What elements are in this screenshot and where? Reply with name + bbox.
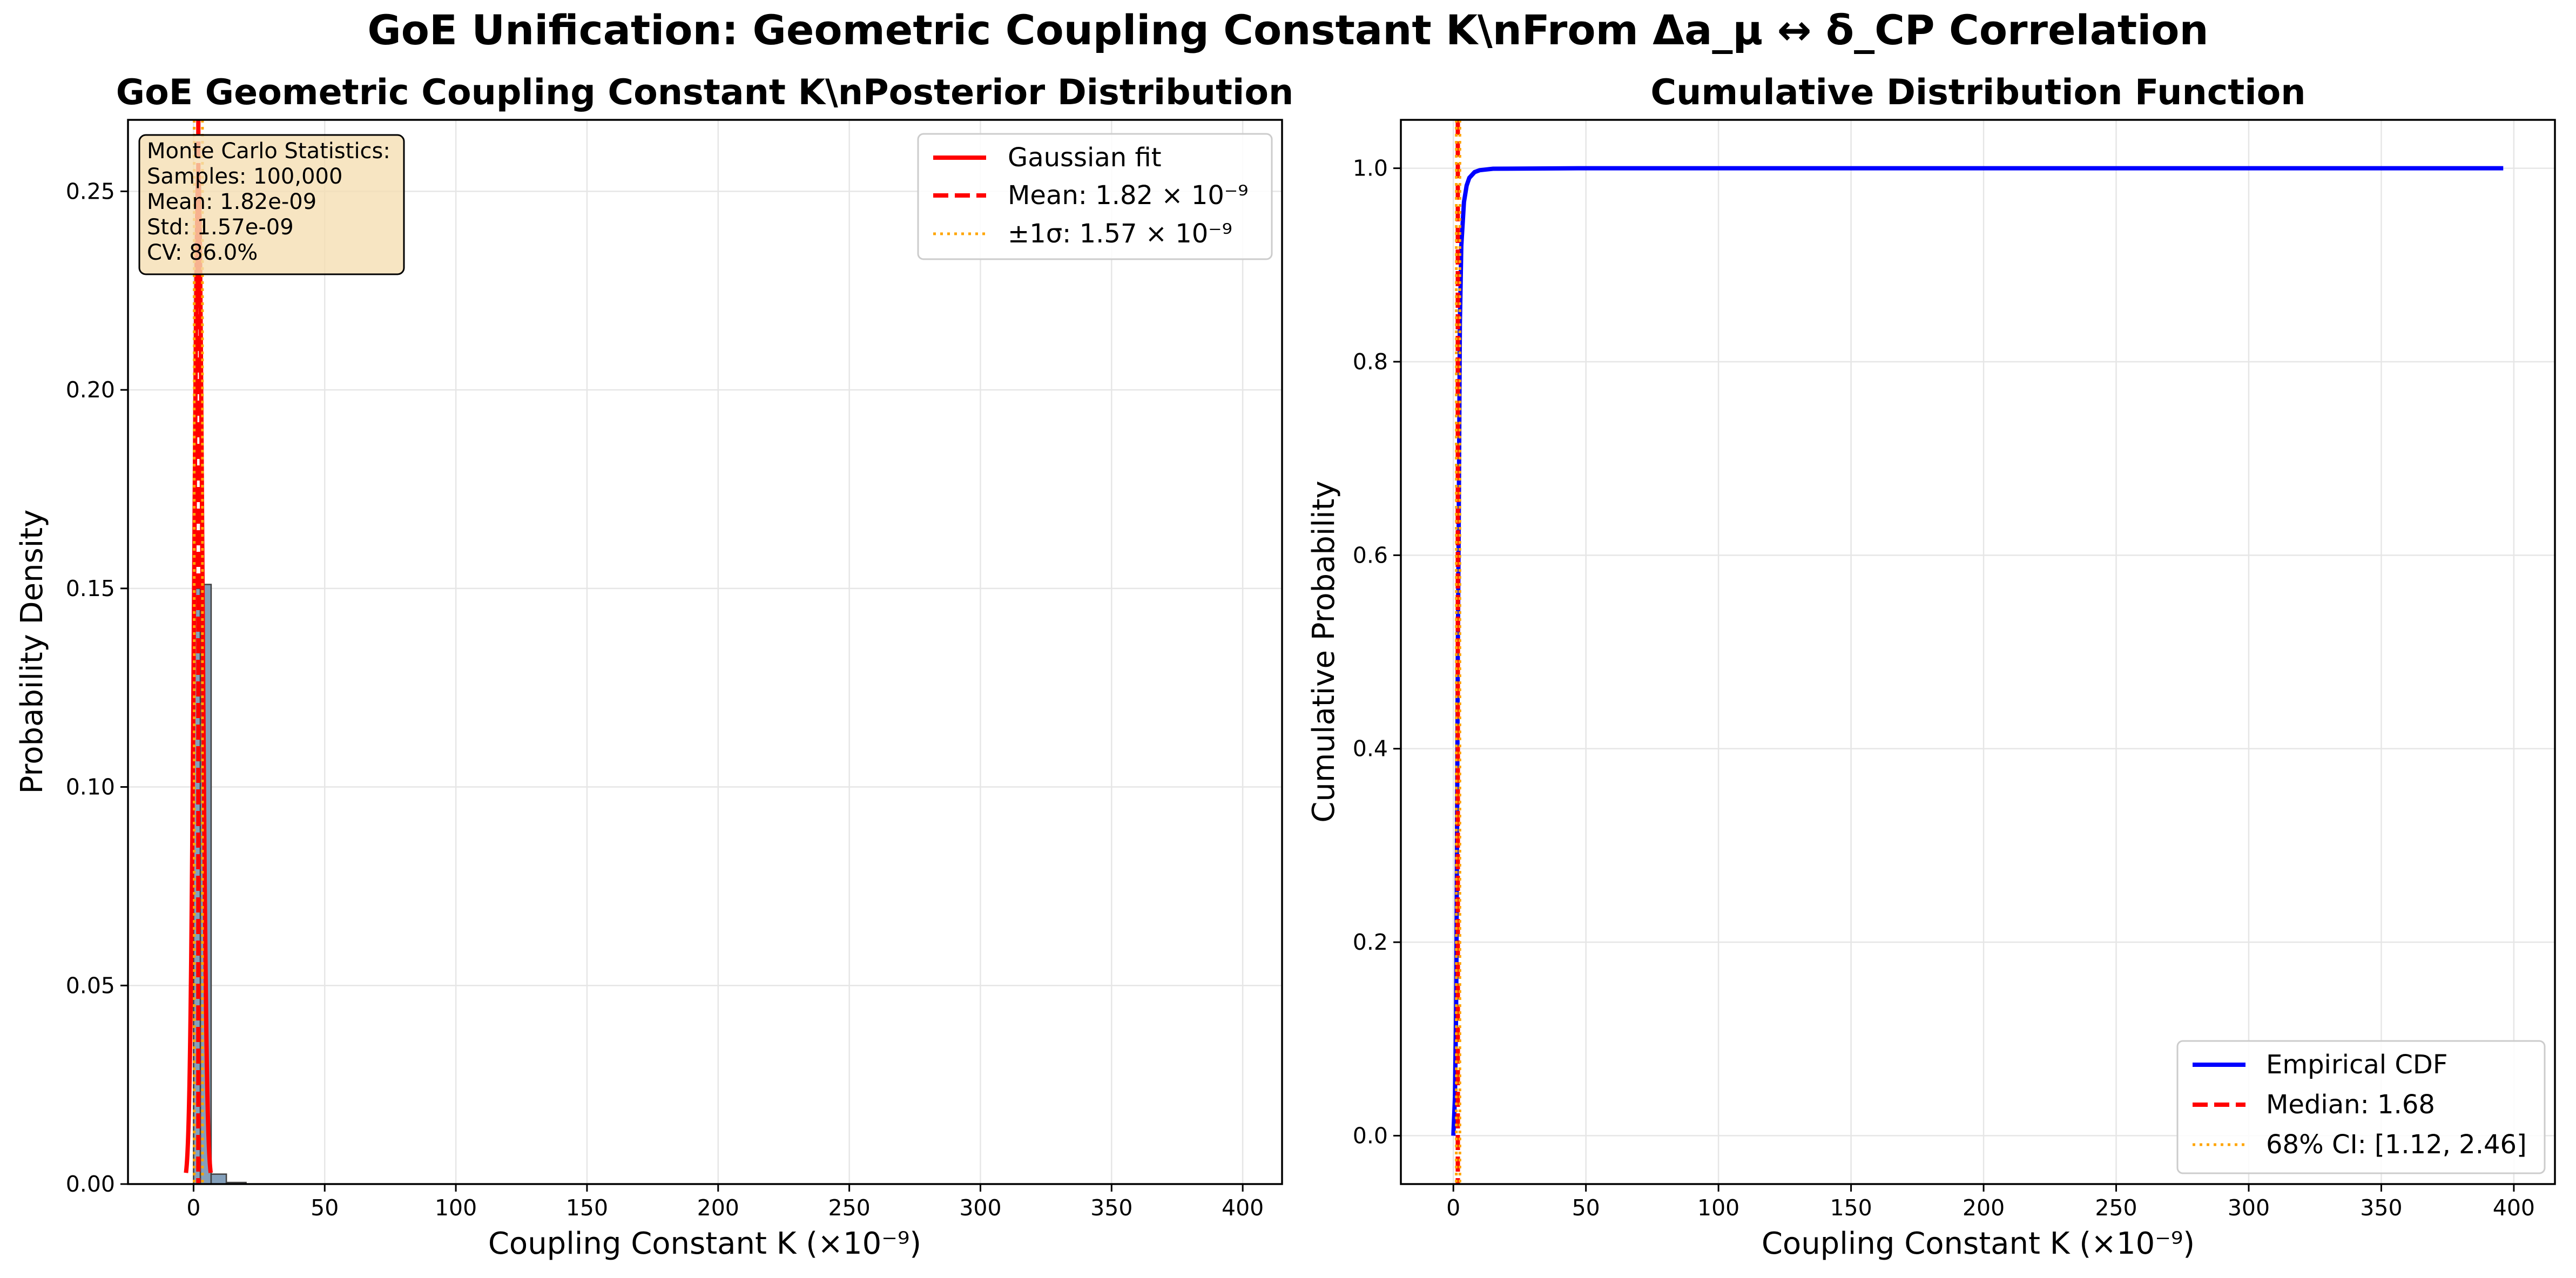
cdf-ylabel: Cumulative Probability: [1306, 481, 1341, 822]
stats-box-line: Mean: 1.82e-09: [147, 190, 316, 214]
x-tick-label: 300: [2228, 1195, 2270, 1221]
cdf-xlabel: Coupling Constant K (×10⁻⁹): [1762, 1226, 2195, 1261]
x-tick-label: 200: [1963, 1195, 2005, 1221]
x-tick-label: 250: [2095, 1195, 2137, 1221]
cdf-panel: Cumulative Distribution Function 0 50 100 1…: [1306, 72, 2556, 1261]
x-tick-label: 0: [186, 1195, 200, 1221]
x-tick-label: 300: [959, 1195, 1001, 1221]
stats-box-line: Monte Carlo Statistics:: [147, 139, 390, 164]
y-tick-label: 1.0: [1353, 155, 1388, 181]
stats-box: Monte Carlo Statistics: Samples: 100,000…: [138, 134, 405, 275]
histogram-ylabel: Probability Density: [15, 510, 50, 794]
y-tick-label: 0.8: [1353, 349, 1388, 375]
histogram-panel: GoE Geometric Coupling Constant K\nPoste…: [15, 72, 1293, 1261]
legend-label: ±1σ: 1.57 × 10⁻⁹: [1008, 219, 1232, 249]
x-tick-label: 400: [1222, 1195, 1264, 1221]
histogram-bar: [210, 1173, 227, 1184]
cdf-ticks: 0 50 100 150 200 250 300 350 400 0.0 0.2 0.4 0.6 0.8 1…: [1353, 155, 2535, 1221]
y-tick-label: 0.20: [66, 377, 115, 403]
x-tick-label: 400: [2493, 1195, 2535, 1221]
y-tick-label: 0.0: [1353, 1123, 1388, 1148]
legend-label: Gaussian fit: [1008, 143, 1162, 173]
y-tick-label: 0.05: [66, 972, 115, 998]
histogram-plot-area: [184, 120, 247, 1184]
x-tick-label: 50: [1572, 1195, 1600, 1221]
cdf-plot-area: [1451, 120, 2504, 1184]
y-tick-label: 0.00: [66, 1171, 115, 1197]
stats-box-frame: [138, 134, 405, 275]
histogram-ticks: 0 50 100 150 200 250 300 350 400 0.00 0.05 0.10 0.15…: [66, 178, 1264, 1221]
histogram-legend: Gaussian fit Mean: 1.82 × 10⁻⁹ ±1σ: 1.57…: [917, 133, 1273, 260]
cdf-legend: Empirical CDF Median: 1.68 68% CI: [1.12…: [2176, 1040, 2546, 1174]
y-tick-label: 0.2: [1353, 929, 1388, 955]
y-tick-label: 0.4: [1353, 736, 1388, 762]
y-tick-label: 0.15: [66, 576, 115, 601]
y-tick-label: 0.25: [66, 178, 115, 204]
x-tick-label: 250: [828, 1195, 870, 1221]
x-tick-label: 100: [1697, 1195, 1739, 1221]
legend-label: Empirical CDF: [2266, 1050, 2447, 1080]
y-tick-label: 0.6: [1353, 542, 1388, 568]
histogram-gridlines: [128, 120, 1282, 1185]
x-tick-label: 50: [311, 1195, 339, 1221]
y-tick-label: 0.10: [66, 774, 115, 800]
x-tick-label: 100: [435, 1195, 477, 1221]
histogram-axes-frame: [127, 119, 1283, 1185]
cdf-axes-frame: [1400, 119, 2556, 1185]
cdf-gridlines: [1401, 120, 2555, 1184]
x-tick-label: 150: [566, 1195, 608, 1221]
stats-box-line: CV: 86.0%: [147, 240, 258, 265]
x-tick-label: 0: [1446, 1195, 1460, 1221]
legend-label: 68% CI: [1.12, 2.46]: [2266, 1130, 2527, 1160]
x-tick-label: 200: [697, 1195, 739, 1221]
legend-frame: [917, 133, 1273, 260]
histogram-xlabel: Coupling Constant K (×10⁻⁹): [488, 1226, 921, 1261]
legend-label: Mean: 1.82 × 10⁻⁹: [1008, 180, 1248, 211]
histogram-title: GoE Geometric Coupling Constant K\nPoste…: [116, 72, 1294, 113]
cdf-title: Cumulative Distribution Function: [1650, 72, 2305, 113]
empirical-cdf-line: [1451, 166, 2504, 1136]
stats-box-line: Samples: 100,000: [147, 164, 342, 189]
figure-suptitle: GoE Unification: Geometric Coupling Cons…: [367, 6, 2208, 54]
x-tick-label: 150: [1830, 1195, 1872, 1221]
legend-label: Median: 1.68: [2266, 1090, 2435, 1120]
stats-box-line: Std: 1.57e-09: [147, 215, 294, 240]
x-tick-label: 350: [1090, 1195, 1132, 1221]
x-tick-label: 350: [2360, 1195, 2402, 1221]
legend-frame: [2176, 1040, 2546, 1174]
